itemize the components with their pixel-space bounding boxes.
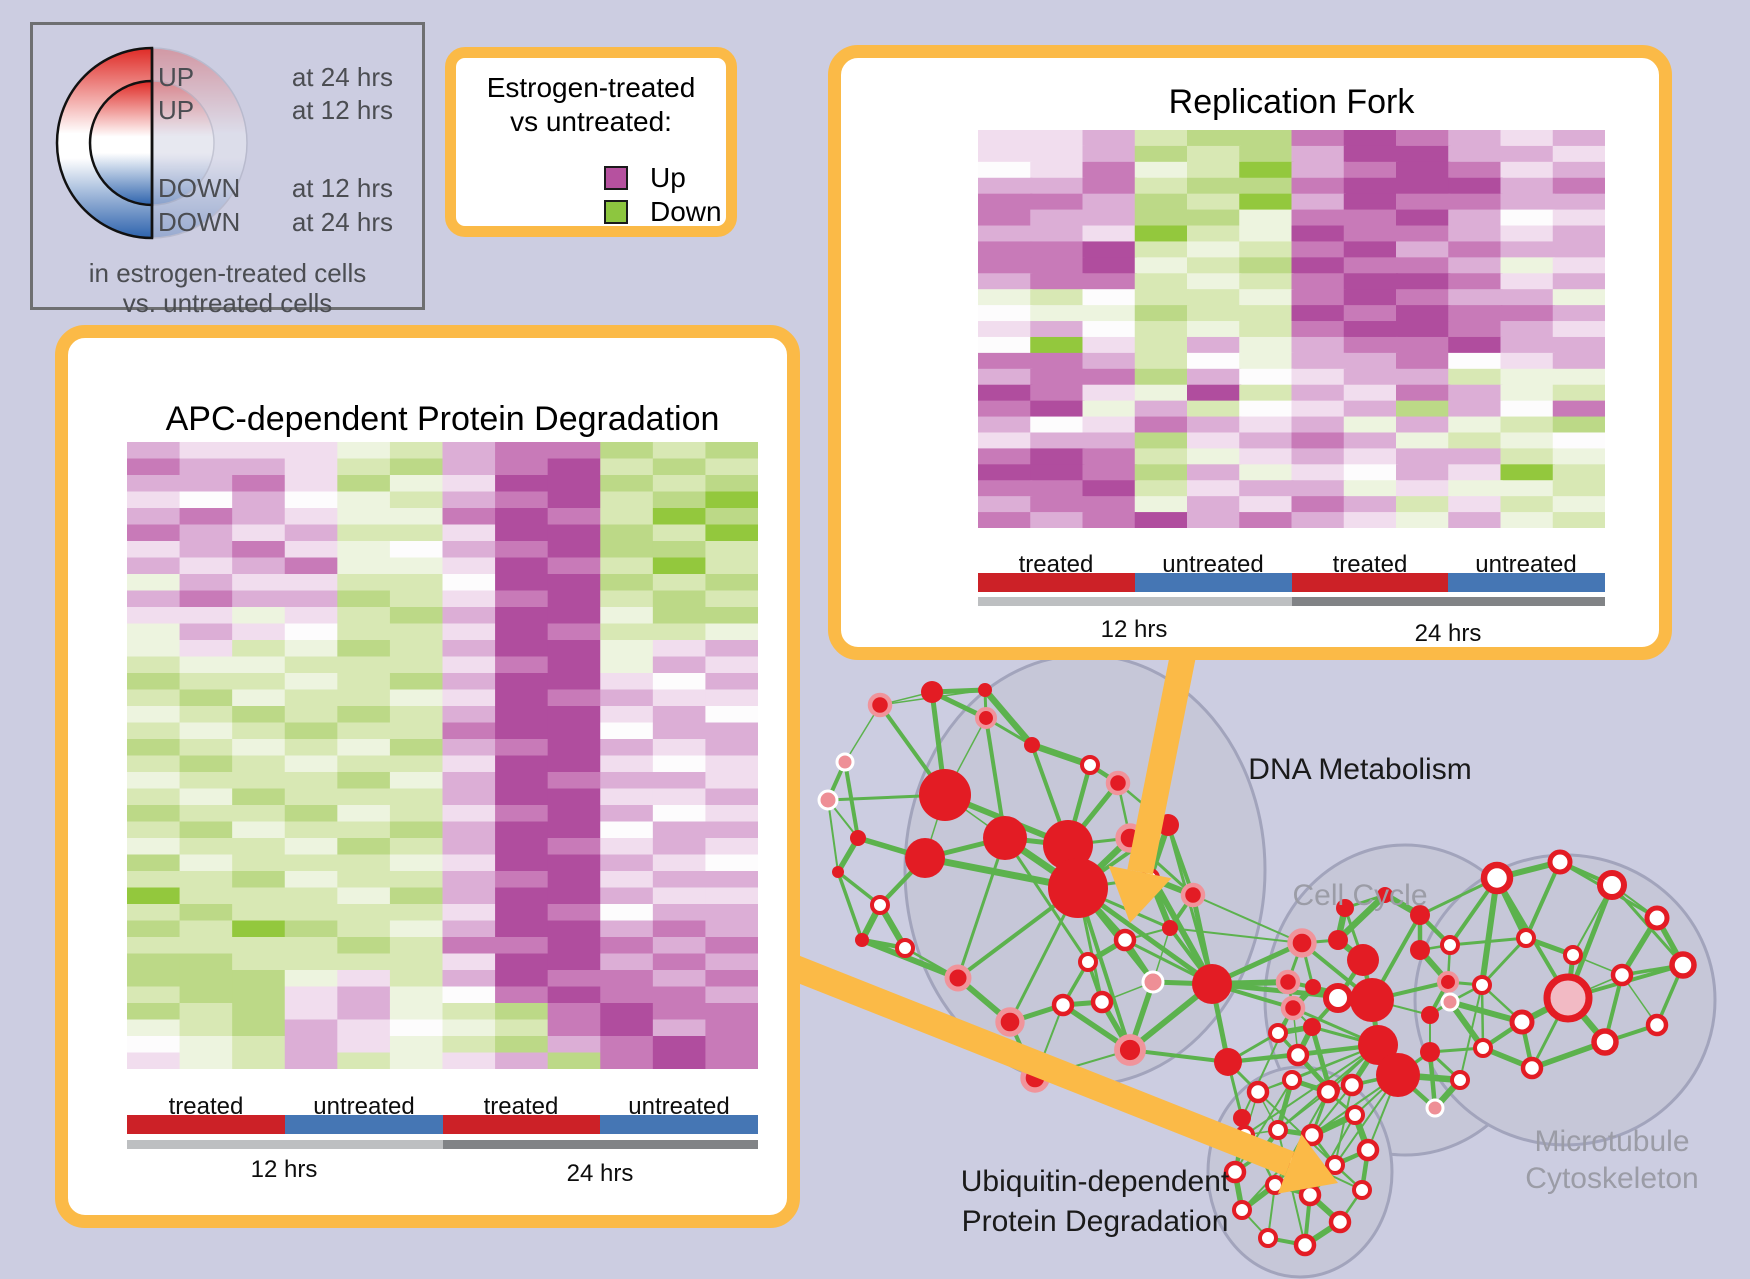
legend-item-up: Up [604,162,686,194]
dial-time-down-12: at 12 hrs [291,173,393,203]
apc-bar-untreated-12 [284,1115,443,1134]
apc-bar-untreated-24 [600,1115,758,1134]
cluster-label-ubiquitin-line2: Protein Degradation [961,1205,1229,1238]
apc-time-bar [127,1140,758,1149]
rf-time-bar [978,597,1605,606]
legend-title-line1: Estrogen-treated [486,72,696,103]
rf-bar-treated-12 [978,573,1135,592]
rf-bar-treated-24 [1291,573,1449,592]
rf-bar-24hrs [1291,597,1605,606]
rf-bar-untreated-12 [1134,573,1292,592]
apc-time-label-24: 24 hrs [566,1160,634,1187]
updown-dial-graphic [55,46,248,240]
up-color-swatch [604,166,628,190]
apc-bar-treated-24 [442,1115,601,1134]
dial-dir-up-24: UP [158,62,195,92]
dial-time-up-24: at 24 hrs [291,62,393,92]
dial-time-down-24: at 24 hrs [291,207,393,237]
apc-heatmap [127,442,758,1069]
rf-bar-12hrs [978,597,1292,606]
updown-dial-legend: UP at 24 hrs UP at 12 hrs DOWN at 12 hrs… [30,22,425,318]
dial-caption-line2: vs. untreated cells [122,288,333,318]
rf-time-label-24: 24 hrs [1414,620,1482,647]
apc-bar-24hrs [442,1140,758,1149]
apc-panel: APC-dependent Protein Degradation treate… [55,325,800,1228]
rf-condition-bar [978,573,1605,592]
apc-time-label-12: 12 hrs [250,1156,318,1183]
cluster-label-cell-cycle: Cell Cycle [1292,879,1428,912]
apc-bar-12hrs [127,1140,443,1149]
cluster-label-microtubule-line2: Cytoskeleton [1525,1162,1699,1195]
rf-bar-untreated-24 [1448,573,1605,592]
replication-fork-panel: Replication Fork treated untreated treat… [828,45,1672,660]
dial-dir-up-12: UP [158,95,195,125]
up-label: Up [650,162,686,193]
apc-title: APC-dependent Protein Degradation [165,400,720,438]
updown-color-legend: Estrogen-treated vs untreated: Up Down [445,47,737,237]
dial-time-up-12: at 12 hrs [291,95,393,125]
legend-title-line2: vs untreated: [510,106,672,137]
cluster-label-dna-metabolism: DNA Metabolism [1248,753,1472,786]
replication-fork-title: Replication Fork [1168,83,1415,121]
apc-condition-bar [127,1115,758,1134]
dial-caption-line1: in estrogen-treated cells [88,258,367,288]
apc-bar-treated-12 [127,1115,285,1134]
replication-fork-heatmap [978,130,1605,528]
down-color-swatch [604,200,628,224]
rf-time-label-12: 12 hrs [1100,616,1168,643]
dial-dir-down-12: DOWN [158,173,241,203]
cluster-label-microtubule-line1: Microtubule [1534,1125,1690,1158]
down-label: Down [650,196,722,227]
legend-item-down: Down [604,196,722,228]
cluster-label-ubiquitin-line1: Ubiquitin-dependent [960,1165,1230,1198]
dial-dir-down-24: DOWN [158,207,241,237]
